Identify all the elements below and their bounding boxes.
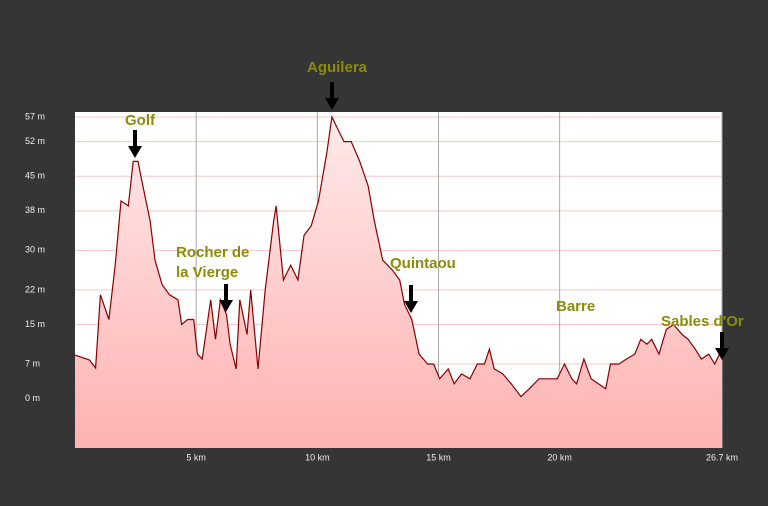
annotation-label: Aguilera xyxy=(307,59,368,76)
annotation-label: Golf xyxy=(125,112,156,129)
annotation-arrow xyxy=(325,82,339,110)
annotation-label: Quintaou xyxy=(390,255,456,272)
annotation-label: la Vierge xyxy=(176,264,238,281)
annotation-arrow xyxy=(404,285,418,313)
y-tick-label: 15 m xyxy=(25,319,45,329)
x-tick-label: 10 km xyxy=(305,452,330,462)
x-tick-label: 5 km xyxy=(186,452,206,462)
annotation-label: Barre xyxy=(556,298,595,315)
x-tick-label: 26.7 km xyxy=(706,452,738,462)
annotation-label: Rocher de xyxy=(176,244,249,261)
y-tick-label: 57 m xyxy=(25,111,45,121)
y-tick-label: 38 m xyxy=(25,205,45,215)
annotation-arrow xyxy=(128,130,142,158)
x-tick-label: 20 km xyxy=(547,452,572,462)
annotation-arrow xyxy=(715,332,729,360)
x-tick-label: 15 km xyxy=(426,452,451,462)
y-tick-label: 52 m xyxy=(25,136,45,146)
annotation-label: Sables d'Or xyxy=(661,313,744,330)
y-tick-label: 7 m xyxy=(25,358,40,368)
elevation-line xyxy=(74,114,723,398)
y-tick-label: 45 m xyxy=(25,171,45,181)
y-tick-label: 0 m xyxy=(25,393,40,403)
y-tick-label: 30 m xyxy=(25,245,45,255)
y-tick-label: 22 m xyxy=(25,284,45,294)
annotation-arrow xyxy=(219,284,233,312)
